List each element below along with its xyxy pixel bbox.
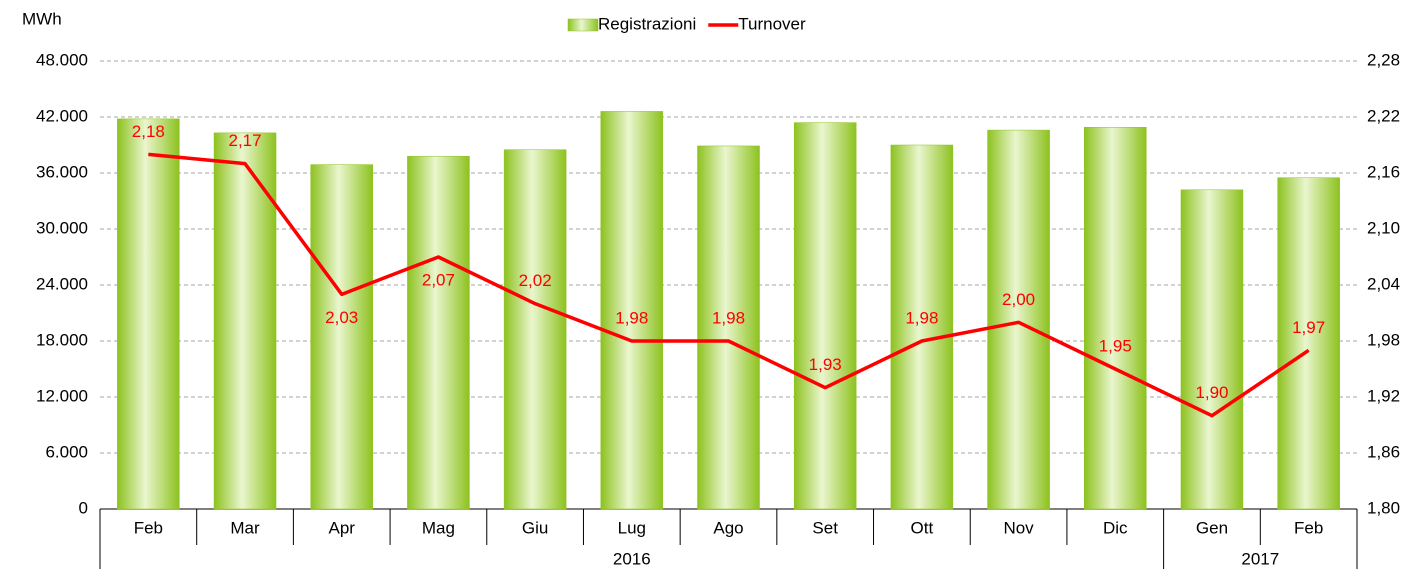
bar: [697, 145, 760, 510]
y-tick-label: 0: [79, 498, 88, 517]
data-label: 1,98: [905, 308, 938, 327]
data-label: 2,02: [519, 271, 552, 290]
x-tick-label: Ago: [713, 518, 743, 537]
group-label: 2016: [613, 549, 651, 568]
data-label: 1,90: [1195, 383, 1228, 402]
x-tick-label: Dic: [1103, 518, 1128, 537]
x-tick-label: Feb: [134, 518, 163, 537]
y-axis-label: MWh: [22, 9, 62, 28]
y2-tick-label: 2,22: [1367, 106, 1400, 125]
x-tick-label: Nov: [1003, 518, 1034, 537]
y-tick-label: 18.000: [36, 330, 88, 349]
legend-label: Turnover: [738, 14, 806, 33]
data-label: 2,03: [325, 308, 358, 327]
y2-tick-label: 2,10: [1367, 218, 1400, 237]
y-tick-label: 24.000: [36, 274, 88, 293]
group-label: 2017: [1241, 549, 1279, 568]
x-tick-label: Feb: [1294, 518, 1323, 537]
x-tick-label: Giu: [522, 518, 548, 537]
bar: [1277, 177, 1340, 510]
x-tick-label: Gen: [1196, 518, 1228, 537]
y-tick-label: 42.000: [36, 106, 88, 125]
bar: [213, 132, 277, 510]
y2-tick-label: 1,86: [1367, 442, 1400, 461]
bar: [1180, 189, 1244, 510]
bar: [117, 118, 180, 510]
y2-tick-label: 2,16: [1367, 162, 1400, 181]
bar: [987, 129, 1050, 510]
data-label: 1,97: [1292, 318, 1325, 337]
bar: [503, 149, 567, 510]
x-tick-label: Mag: [422, 518, 455, 537]
data-label: 1,95: [1099, 336, 1132, 355]
bar: [1084, 127, 1147, 510]
x-tick-label: Ott: [911, 518, 934, 537]
data-label: 2,07: [422, 270, 455, 289]
y-tick-label: 30.000: [36, 218, 88, 237]
y2-tick-label: 1,92: [1367, 386, 1400, 405]
y-tick-label: 36.000: [36, 162, 88, 181]
line: [148, 152, 1310, 418]
legend-swatch: [567, 18, 599, 32]
y-tick-label: 48.000: [36, 50, 88, 69]
y-tick-label: 12.000: [36, 386, 88, 405]
x-tick-label: Apr: [328, 518, 355, 537]
bar: [407, 155, 470, 510]
data-label: 2,18: [132, 122, 165, 141]
y2-tick-label: 1,80: [1367, 498, 1400, 517]
data-label: 1,93: [809, 355, 842, 374]
bar: [600, 111, 664, 510]
data-label: 1,98: [615, 308, 648, 327]
bar: [310, 164, 373, 510]
bar: [793, 122, 857, 510]
x-tick-label: Lug: [618, 518, 646, 537]
data-label: 2,00: [1002, 290, 1035, 309]
data-label: 2,17: [228, 131, 261, 150]
bar: [890, 144, 954, 510]
x-tick-label: Set: [812, 518, 838, 537]
legend-label: Registrazioni: [598, 14, 696, 33]
x-tick-label: Mar: [230, 518, 260, 537]
y2-tick-label: 2,28: [1367, 50, 1400, 69]
data-label: 1,98: [712, 308, 745, 327]
y-tick-label: 6.000: [45, 442, 88, 461]
y2-tick-label: 2,04: [1367, 274, 1400, 293]
y2-tick-label: 1,98: [1367, 330, 1400, 349]
